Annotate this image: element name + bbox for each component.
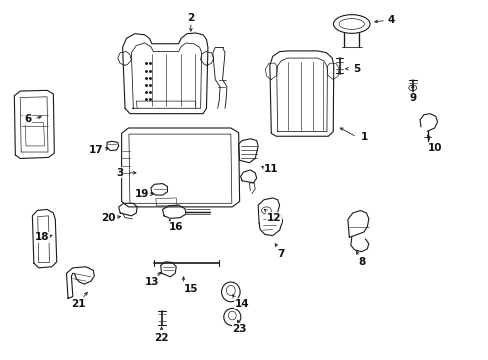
Text: 19: 19 [135,189,149,199]
Text: 5: 5 [352,64,360,74]
Text: 12: 12 [266,213,281,222]
Text: 4: 4 [386,15,394,26]
Text: 10: 10 [427,143,441,153]
Text: 23: 23 [232,324,246,334]
Text: 16: 16 [169,222,183,231]
Text: 21: 21 [71,299,86,309]
Text: 13: 13 [144,277,159,287]
Text: 14: 14 [234,299,249,309]
Text: 22: 22 [154,333,168,343]
Text: 3: 3 [116,168,123,178]
Text: 9: 9 [408,93,415,103]
Text: 1: 1 [360,132,367,142]
Text: 18: 18 [35,232,49,242]
Text: 20: 20 [101,213,115,222]
Text: 17: 17 [88,144,103,154]
Text: 15: 15 [183,284,198,294]
Text: 8: 8 [357,257,365,267]
Text: 2: 2 [187,13,194,23]
Text: 7: 7 [277,248,284,258]
Text: 11: 11 [264,164,278,174]
Text: 6: 6 [24,114,31,124]
